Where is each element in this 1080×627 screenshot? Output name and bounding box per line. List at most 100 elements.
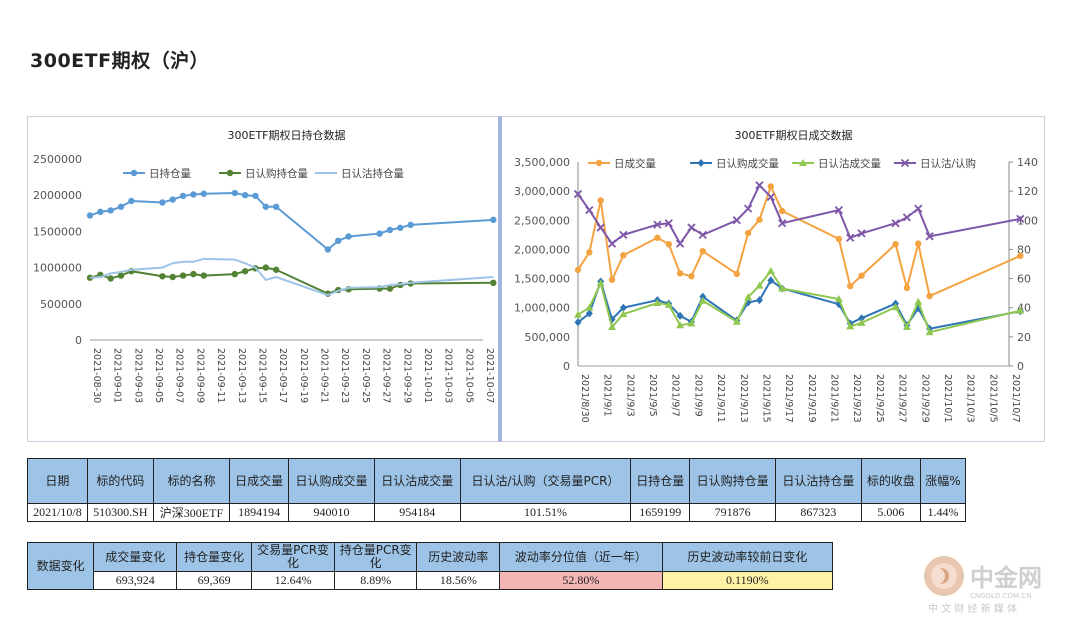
- data-point: [699, 292, 707, 301]
- summary-header-cell: 标的代码: [86, 458, 154, 504]
- data-point: [891, 219, 900, 228]
- data-point: [915, 240, 922, 247]
- legend-label: 日持仓量: [149, 167, 191, 180]
- data-point: [597, 197, 604, 204]
- summary-value-cell: 1.44%: [919, 503, 967, 522]
- change-header-cell: 交易量PCR变化: [251, 542, 335, 572]
- y-tick-label: 3,000,000: [514, 185, 570, 198]
- change-value-row: 693,924 69,369 12.64% 8.89% 18.56% 52.80% 0.11…: [28, 571, 834, 590]
- x-tick-label: 2021/9/1: [602, 374, 613, 417]
- logo-subtitle: 中 文 财 经 新 媒 体: [928, 602, 1017, 615]
- summary-header-cell: 日持仓量: [630, 458, 691, 504]
- summary-value-cell: 867323: [775, 503, 862, 522]
- series-group: [89, 257, 494, 297]
- y2-tick-label: 20: [1017, 331, 1031, 344]
- data-point: [743, 204, 753, 213]
- y2-tick-label: 100: [1017, 214, 1038, 227]
- series-line: [89, 192, 494, 251]
- y-tick-label: 1,500,000: [514, 273, 570, 286]
- data-point: [698, 230, 707, 239]
- x-tick-label: 2021/9/25: [874, 374, 885, 423]
- x-tick-label: 2021/10/5: [987, 374, 998, 423]
- data-point: [755, 181, 764, 190]
- data-point: [585, 205, 594, 215]
- x-tick-label: 2021/9/23: [851, 374, 862, 423]
- summary-header-cell: 日认购成交量: [288, 458, 375, 504]
- data-point: [926, 292, 933, 300]
- summary-header-cell: 日认沽成交量: [373, 458, 461, 504]
- x-tick-label: 2021-09-05: [153, 348, 164, 403]
- change-header-cell: 波动率分位值（近一年）: [499, 542, 663, 572]
- data-point: [778, 219, 787, 228]
- y-tick-label: 1,000,000: [514, 302, 570, 315]
- summary-header-row: 日期 标的代码 标的名称 日成交量 日认购成交量 日认沽成交量 日认沽/认购（交易量PCR）…: [27, 458, 967, 504]
- x-tick-label: 2021/9/17: [783, 374, 794, 423]
- data-point: [891, 303, 900, 311]
- data-point: [200, 272, 207, 279]
- data-point: [608, 322, 617, 330]
- data-point: [490, 216, 497, 224]
- data-point: [676, 321, 685, 329]
- series-group: [86, 189, 497, 253]
- x-tick-label: 2021-09-11: [215, 348, 226, 403]
- change-header-cell: 历史波动率较前日变化: [661, 542, 834, 572]
- change-header-cell: 历史波动率: [416, 542, 501, 572]
- change-header-cell: 成交量变化: [93, 542, 178, 572]
- legend-label: 日认沽成交量: [818, 157, 881, 170]
- x-tick-label: 2021-09-19: [298, 348, 309, 403]
- x-tick-label: 2021-09-27: [381, 348, 392, 403]
- data-point: [744, 293, 753, 301]
- data-point: [241, 268, 249, 275]
- data-point: [345, 233, 352, 240]
- change-value-cell: 8.89%: [333, 571, 418, 590]
- data-point: [386, 285, 394, 292]
- data-point: [490, 279, 497, 287]
- data-point: [732, 317, 741, 325]
- data-point: [573, 189, 583, 199]
- y2-tick-label: 0: [1017, 360, 1024, 373]
- y-tick-label: 2,500,000: [514, 214, 570, 227]
- data-point: [778, 284, 787, 292]
- data-point: [608, 276, 616, 283]
- data-point: [653, 299, 662, 307]
- data-point: [766, 266, 775, 274]
- data-point: [835, 235, 843, 243]
- data-point: [733, 270, 740, 278]
- data-point: [732, 216, 741, 225]
- data-point: [1016, 306, 1025, 314]
- change-header-row: 数据变化 成交量变化 持仓量变化 交易量PCR变化 持仓量PCR变化 历史波动率 波动率分…: [26, 542, 834, 590]
- data-point: [407, 221, 414, 229]
- x-tick-label: 2021/9/9: [692, 374, 703, 417]
- chart-title: 300ETF期权日持仓数据: [228, 128, 346, 142]
- data-point: [902, 322, 911, 330]
- data-point: [200, 190, 207, 197]
- data-point: [619, 303, 627, 312]
- data-point: [664, 219, 673, 228]
- x-tick-label: 2021/8/30: [579, 374, 590, 423]
- data-point: [620, 252, 627, 259]
- data-point: [386, 226, 394, 234]
- data-point: [252, 192, 259, 200]
- data-point: [653, 220, 662, 229]
- y-tick-label: 2,000,000: [514, 243, 570, 256]
- x-tick-label: 2021/9/19: [806, 374, 817, 423]
- data-point: [1017, 252, 1024, 260]
- y-tick-label: 1500000: [33, 225, 82, 238]
- legend: 日持仓量 日认购持仓量 日认沽持仓量: [123, 167, 404, 180]
- legend-marker: [799, 159, 807, 166]
- data-point: [159, 199, 166, 206]
- y-tick-label: 2000000: [33, 189, 82, 202]
- logo-mark-icon: 中金网 CNGOLD.COM.CN 中 文 财 经 新 媒 体: [924, 556, 1042, 615]
- data-point: [858, 314, 866, 323]
- summary-value-cell: 791876: [689, 503, 777, 522]
- x-tick-label: 2021/10/3: [965, 374, 976, 423]
- data-point: [179, 272, 187, 279]
- y-tick-label: 0: [563, 360, 570, 373]
- data-point: [925, 232, 934, 241]
- summary-value-cell: 2021/10/8: [27, 503, 88, 522]
- series-group: [574, 266, 1025, 336]
- series-group: [573, 181, 1025, 248]
- change-header-cell: 持仓量变化: [176, 542, 253, 572]
- x-tick-label: 2021/9/7: [670, 374, 681, 417]
- x-tick-label: 2021-09-09: [194, 348, 205, 403]
